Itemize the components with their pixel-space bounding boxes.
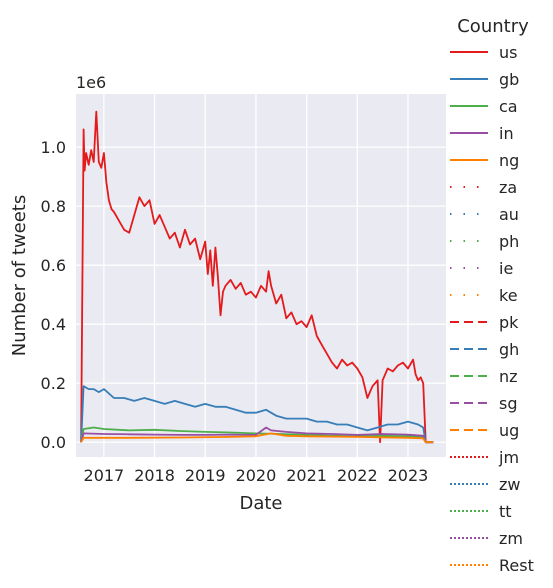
x-tick-label: 2017: [84, 466, 125, 485]
legend-label-zm: zm: [499, 529, 523, 548]
legend-label-us: us: [499, 43, 517, 62]
legend-label-gh: gh: [499, 340, 519, 359]
legend-label-nz: nz: [499, 367, 518, 386]
legend-label-in: in: [499, 124, 514, 143]
legend-label-ke: ke: [499, 286, 518, 305]
x-tick-label: 2018: [134, 466, 175, 485]
series-line-ca: [80, 426, 434, 444]
legend-label-ug: ug: [499, 421, 519, 440]
legend-label-ng: ng: [499, 151, 519, 170]
legend-label-ph: ph: [499, 232, 519, 251]
y-tick-label: 0.8: [41, 197, 66, 216]
y-tick-label: 1.0: [41, 138, 66, 157]
plot-background: [76, 94, 446, 457]
legend-label-au: au: [499, 205, 519, 224]
legend-title: Country: [457, 16, 529, 37]
y-tick-label: 0.2: [41, 374, 66, 393]
series-line-us: [80, 110, 434, 444]
legend-label-zw: zw: [499, 475, 520, 494]
y-offset-label: 1e6: [76, 73, 106, 92]
legend-label-gb: gb: [499, 70, 519, 89]
x-tick-label: 2019: [185, 466, 226, 485]
legend-label-jm: jm: [498, 448, 519, 467]
series-line-ng: [80, 432, 434, 444]
x-tick-label: 2022: [337, 466, 378, 485]
x-tick-labels: 2017 2018 2019 2020 2021 2022 2023: [84, 466, 429, 485]
legend-label-tt: tt: [499, 502, 512, 521]
x-axis-label: Date: [239, 493, 282, 514]
y-tick-labels: 0.0 0.2 0.4 0.6 0.8 1.0: [41, 138, 66, 452]
legend-label-ca: ca: [499, 97, 518, 116]
y-axis-label: Number of tweets: [9, 195, 30, 356]
legend-label-ie: ie: [499, 259, 513, 278]
x-tick-label: 2021: [286, 466, 327, 485]
legend-label-pk: pk: [499, 313, 519, 332]
series-line-in: [80, 426, 434, 444]
legend-label-sg: sg: [499, 394, 518, 413]
series-lines: [80, 110, 434, 444]
y-tick-label: 0.6: [41, 256, 66, 275]
legend-label-za: za: [499, 178, 517, 197]
x-tick-label: 2020: [236, 466, 277, 485]
y-tick-label: 0.4: [41, 315, 66, 334]
y-tick-label: 0.0: [41, 433, 66, 452]
legend: Country us gb ca in ng za au ph ie ke pk gh nz sg ug jm…: [450, 16, 534, 575]
series-line-gb: [80, 385, 434, 444]
legend-label-Rest: Rest: [499, 556, 534, 575]
x-tick-label: 2023: [388, 466, 429, 485]
